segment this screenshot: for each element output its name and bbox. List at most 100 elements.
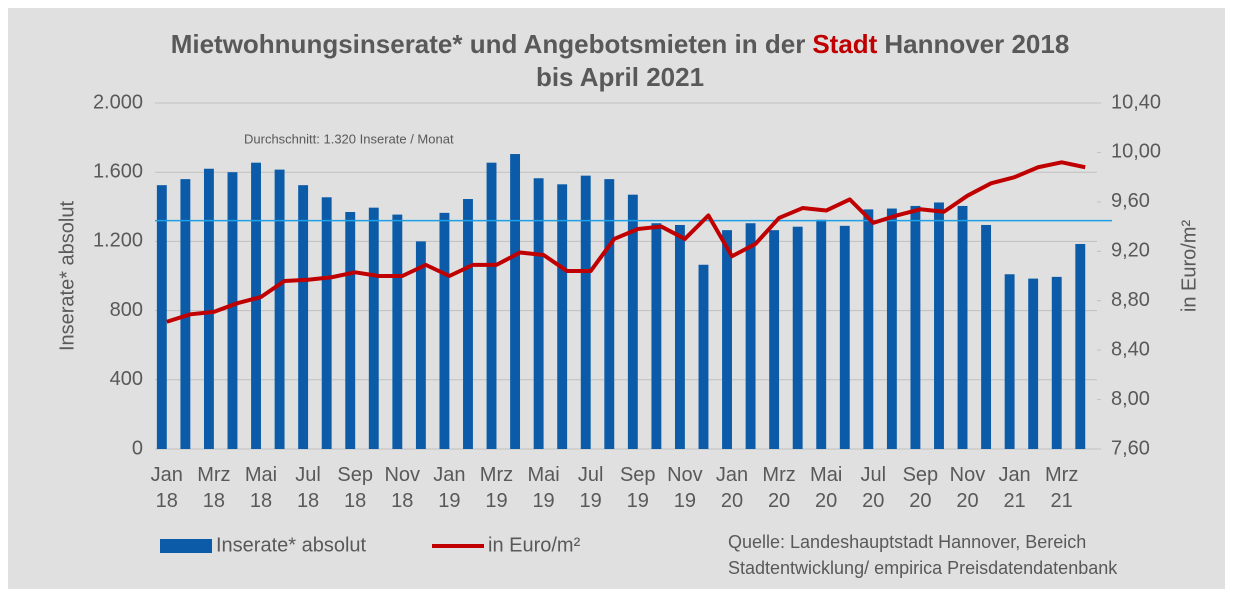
x-tick-label: Mai 19 [527,464,559,512]
bar [251,162,261,449]
y2-tick-label: 7,60 [1111,437,1150,459]
x-tick-line: 21 [1003,490,1025,512]
x-tick-label: Sep 18 [337,464,373,512]
x-tick-line: 18 [344,490,366,512]
legend-label: in Euro/m² [488,534,581,556]
bar [674,224,685,449]
x-tick-label: Sep 20 [903,464,939,512]
x-tick-label: Sep 19 [620,464,656,512]
y-tick-label: 800 [110,299,143,321]
chart-background [8,8,1225,589]
bar [345,211,356,449]
bar [722,230,732,449]
x-tick-label: Jan 18 [151,464,183,512]
y2-tick-label: 9,60 [1111,190,1150,212]
x-tick-line: Jul [295,464,321,486]
x-tick-line: 19 [674,490,696,512]
x-tick-label: Jul 18 [295,464,321,512]
x-tick-label: Mai 20 [810,464,842,512]
y2-tick-label: 10,00 [1111,141,1161,163]
annotation-background [233,126,505,154]
x-tick-line: Mai [245,464,277,486]
y2-tick-label: 9,20 [1111,240,1150,262]
title-part: Mietwohnungsinserate* und Angebotsmieten… [171,29,806,59]
average-label: Durchschnitt: 1.320 Inserate / Monat [244,131,454,146]
x-tick-line: Nov [950,464,986,486]
source-note: Stadtentwicklung/ empirica Preisdatendat… [728,558,1118,578]
x-tick-line: Jan [151,464,183,486]
x-tick-label: Jan 19 [433,464,465,512]
bar [1075,243,1086,449]
x-tick-label: Mrz 21 [1045,464,1078,512]
x-tick-line: Jan [998,464,1030,486]
bar [439,212,450,449]
x-tick-line: Sep [903,464,939,486]
bar [203,168,214,450]
bar [886,208,897,449]
y-tick-label: 2.000 [93,91,143,113]
bar [1004,274,1015,449]
x-tick-line: 19 [532,490,554,512]
bar [934,202,944,449]
x-tick-line: Jul [578,464,604,486]
legend-swatch [160,539,212,553]
bar [957,205,968,449]
x-tick-line: Mai [527,464,559,486]
bar [839,225,850,449]
x-tick-line: Mrz [480,464,513,486]
source-note: Quelle: Landeshauptstadt Hannover, Berei… [728,532,1086,552]
chart-title: bis April 2021 [536,62,704,92]
legend-label: Inserate* absolut [216,534,367,556]
y2-tick-label: 10,40 [1111,91,1161,113]
bar [580,175,591,449]
x-tick-line: 18 [156,490,178,512]
bar [368,207,379,449]
bar [533,178,544,449]
x-tick-line: Nov [667,464,703,486]
x-tick-label: Nov 20 [950,464,986,512]
bar [415,241,426,449]
bar [227,172,238,449]
x-tick-label: Mrz 20 [762,464,795,512]
title-part: Hannover 2018 [884,29,1069,59]
x-tick-line: Sep [620,464,656,486]
x-tick-line: 19 [438,490,460,512]
title-part: Stadt [812,29,877,59]
x-tick-line: 18 [297,490,319,512]
x-tick-line: 20 [956,490,978,512]
x-tick-line: 20 [909,490,931,512]
x-tick-label: Mrz 18 [197,464,230,512]
x-tick-line: 18 [250,490,272,512]
bar [745,223,756,449]
x-tick-label: Jul 20 [860,464,886,512]
x-tick-label: Nov 18 [384,464,420,512]
x-tick-line: 19 [627,490,649,512]
x-tick-line: 19 [580,490,602,512]
bar [463,199,473,449]
bar [604,179,615,449]
y2-tick-label: 8,40 [1111,338,1150,360]
bar [557,184,568,449]
bar [651,223,662,449]
x-tick-line: 20 [862,490,884,512]
bar [156,185,167,450]
x-tick-label: Mrz 19 [480,464,513,512]
y-tick-label: 1.600 [93,160,143,182]
x-tick-line: Nov [384,464,420,486]
x-tick-label: Mai 18 [245,464,277,512]
bar [769,230,780,449]
x-tick-label: Jan 21 [998,464,1030,512]
bar [981,224,992,449]
line [166,160,1086,324]
x-tick-line: Mrz [197,464,230,486]
x-tick-line: 20 [721,490,743,512]
x-tick-line: 19 [485,490,507,512]
x-tick-line: Mai [810,464,842,486]
y-tick-label: 1.200 [93,230,143,252]
x-tick-label: Jul 19 [578,464,604,512]
x-tick-line: Jan [433,464,465,486]
x-tick-line: 20 [815,490,837,512]
x-tick-line: Jan [716,464,748,486]
y2-tick-label: 8,80 [1111,289,1150,311]
